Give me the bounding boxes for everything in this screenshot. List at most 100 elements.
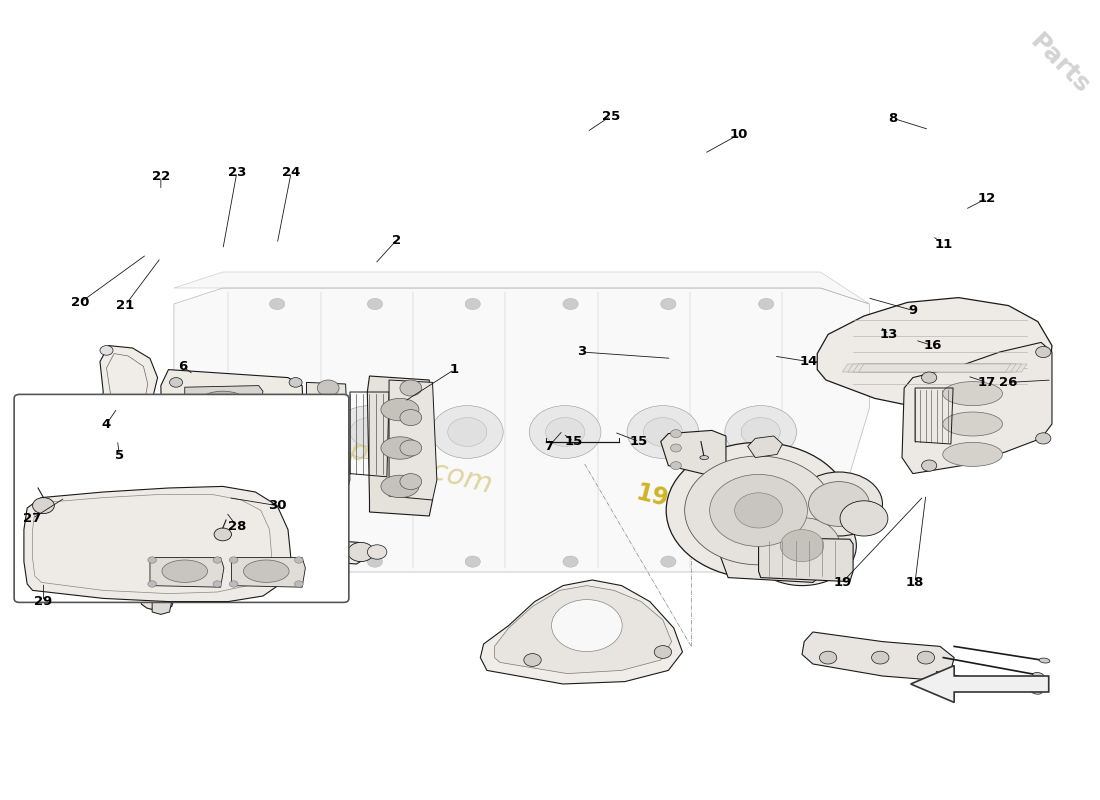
Polygon shape [150, 558, 224, 587]
Text: 23: 23 [228, 166, 246, 178]
Text: 30: 30 [268, 499, 286, 512]
Circle shape [917, 651, 935, 664]
Text: 29: 29 [34, 595, 53, 608]
Ellipse shape [381, 437, 419, 459]
Circle shape [289, 378, 302, 387]
Circle shape [654, 646, 672, 658]
Text: 22: 22 [152, 170, 170, 182]
Circle shape [735, 493, 782, 528]
Circle shape [33, 498, 54, 514]
Polygon shape [854, 364, 1016, 372]
Text: 8: 8 [889, 112, 898, 125]
Text: 13: 13 [880, 328, 899, 341]
Circle shape [295, 557, 304, 563]
Text: 1: 1 [450, 363, 459, 376]
Circle shape [400, 440, 421, 456]
Circle shape [465, 556, 481, 567]
Polygon shape [185, 386, 263, 415]
Circle shape [725, 406, 796, 458]
Circle shape [661, 556, 676, 567]
Ellipse shape [1040, 658, 1049, 663]
Circle shape [820, 651, 837, 664]
Ellipse shape [1031, 689, 1042, 694]
Circle shape [922, 460, 937, 471]
Circle shape [317, 410, 339, 426]
Circle shape [169, 474, 183, 483]
Circle shape [922, 372, 937, 383]
Text: Parts: Parts [1025, 30, 1094, 98]
Circle shape [185, 427, 202, 440]
Polygon shape [185, 453, 263, 482]
Circle shape [270, 556, 285, 567]
Text: 15: 15 [564, 435, 583, 448]
Text: 16: 16 [923, 339, 942, 352]
Circle shape [179, 538, 201, 554]
Polygon shape [185, 419, 263, 449]
Ellipse shape [381, 398, 419, 421]
Polygon shape [911, 666, 1048, 702]
Circle shape [400, 380, 421, 396]
Ellipse shape [551, 600, 623, 651]
Text: 1985: 1985 [634, 480, 703, 520]
FancyBboxPatch shape [14, 394, 349, 602]
Polygon shape [367, 376, 432, 516]
Text: 7: 7 [544, 440, 553, 453]
Text: 4: 4 [102, 418, 111, 430]
Text: 17: 17 [978, 376, 996, 389]
Ellipse shape [700, 456, 708, 459]
Text: 2: 2 [392, 234, 402, 246]
Text: 3: 3 [576, 346, 586, 358]
Text: 12: 12 [978, 192, 996, 205]
Circle shape [840, 501, 888, 536]
Polygon shape [24, 486, 292, 602]
Polygon shape [481, 580, 682, 684]
Ellipse shape [202, 425, 243, 441]
Circle shape [213, 557, 222, 563]
Circle shape [661, 298, 676, 310]
Circle shape [671, 430, 681, 438]
Circle shape [317, 442, 339, 458]
Circle shape [400, 474, 421, 490]
Circle shape [317, 474, 339, 490]
Circle shape [710, 474, 807, 546]
Text: 21: 21 [116, 299, 134, 312]
Circle shape [110, 457, 125, 468]
Circle shape [169, 378, 183, 387]
Polygon shape [161, 370, 307, 500]
Circle shape [764, 518, 840, 574]
Circle shape [808, 482, 869, 526]
Circle shape [229, 557, 238, 563]
Circle shape [671, 462, 681, 470]
Circle shape [667, 442, 851, 578]
Text: 28: 28 [228, 520, 246, 533]
Polygon shape [307, 382, 350, 496]
Circle shape [147, 581, 156, 587]
Circle shape [780, 530, 824, 562]
Polygon shape [748, 436, 782, 458]
Ellipse shape [162, 560, 208, 582]
Text: 24: 24 [282, 166, 300, 178]
Circle shape [367, 298, 383, 310]
Circle shape [367, 545, 387, 559]
Text: 11: 11 [934, 238, 953, 250]
Polygon shape [152, 598, 172, 614]
Polygon shape [174, 272, 869, 304]
Polygon shape [759, 538, 854, 582]
Circle shape [1036, 346, 1050, 358]
Circle shape [214, 528, 231, 541]
Circle shape [465, 298, 481, 310]
Polygon shape [89, 346, 168, 468]
Text: a parts.com: a parts.com [320, 430, 495, 498]
Polygon shape [231, 558, 306, 587]
Polygon shape [858, 364, 1011, 372]
Polygon shape [174, 288, 869, 572]
Circle shape [524, 654, 541, 666]
Circle shape [1036, 433, 1050, 444]
Circle shape [400, 410, 421, 426]
Circle shape [759, 298, 773, 310]
Polygon shape [843, 364, 1027, 372]
Ellipse shape [943, 412, 1002, 436]
Circle shape [317, 380, 339, 396]
Text: 5: 5 [116, 450, 124, 462]
Circle shape [348, 542, 374, 562]
